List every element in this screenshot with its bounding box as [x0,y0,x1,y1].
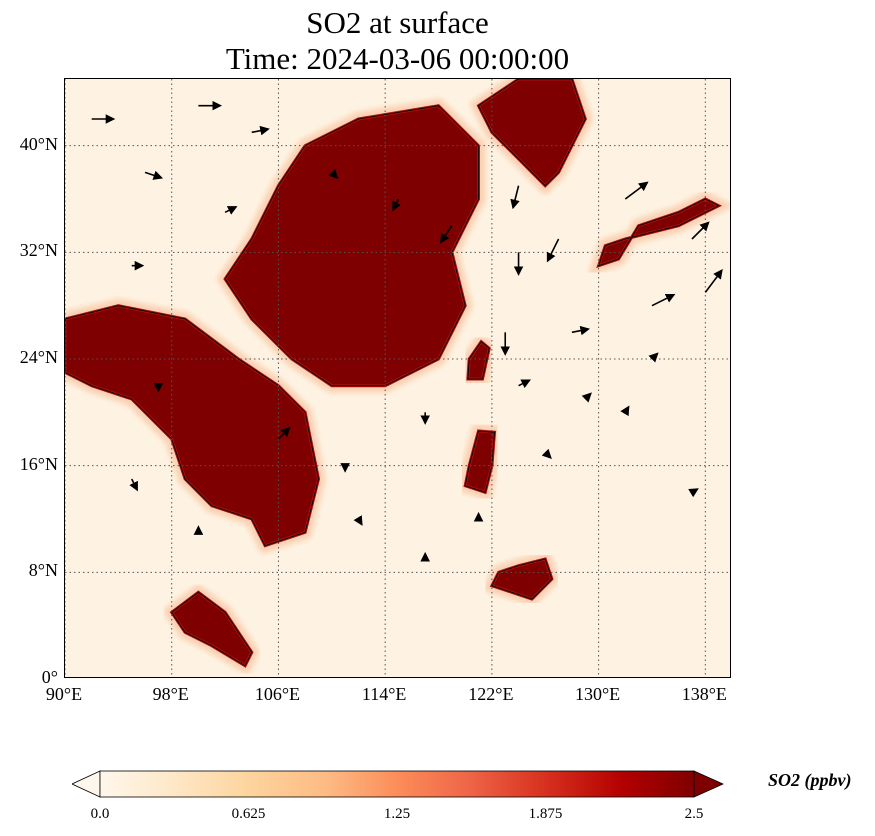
colorbar-tick-label: 2.5 [684,806,704,822]
coastline-luzon [464,430,495,493]
map-title: SO2 at surface [306,5,489,40]
wind-vector [648,352,659,363]
coastline-indochina [65,305,319,547]
lon-tick-label: 130°E [574,684,621,704]
map-panel [64,78,731,678]
wind-vector [144,170,164,180]
wind-vector [439,225,453,244]
wind-vector [704,269,723,293]
colorbar-tick-label: 1.25 [383,806,411,822]
lon-tick-label: 106°E [254,684,301,704]
wind-vector [392,198,401,212]
wind-vector [251,125,270,136]
wind-vector [328,168,339,179]
colorbar-tick-label: 1.875 [528,806,563,822]
lon-tick-label: 114°E [361,684,407,704]
wind-vector [624,181,649,200]
colorbar-min-extend [72,770,101,798]
wind-vector [581,392,592,403]
wind-vector [510,185,520,210]
wind-vector [224,206,238,215]
colorbar-max-extend [693,770,724,798]
so2-map-canvas [65,79,730,677]
lat-tick-label: 40°N [19,133,58,154]
lat-tick-label: 16°N [19,453,58,474]
wind-vector [277,426,291,440]
lon-tick-label: 122°E [468,684,514,704]
wind-vector [546,238,560,263]
coastline-japan-south [597,198,720,267]
coastline-northeast-china-korea [477,79,586,187]
coastline-taiwan [467,341,490,380]
wind-vector [353,515,363,526]
coastline-north-china [224,105,479,387]
wind-vector [129,478,138,492]
colorbar-tick-label: 0.0 [90,806,110,822]
colorbar-label: SO2 (ppbv) [768,770,852,790]
map-timestamp: Time: 2024-03-06 00:00:00 [225,41,570,76]
colorbar-gradient [99,770,695,798]
coastline-malaysia-sumatra [171,591,253,667]
wind-vector [651,293,676,307]
lon-tick-label: 90°E [45,684,83,704]
lon-tick-label: 98°E [152,684,189,704]
lat-tick-label: 0° [41,667,58,687]
colorbar-tick-label: 0.625 [231,806,266,822]
wind-vector [688,488,699,498]
colorbar [72,770,724,798]
wind-vector [571,325,590,336]
wind-vector [541,448,552,459]
lat-tick-label: 32°N [19,240,58,261]
lat-tick-label: 8°N [28,560,58,581]
wind-vector [691,221,710,240]
wind-vector [620,405,630,417]
wind-vector [518,379,531,389]
coastline-mindanao [491,558,553,600]
lon-tick-label: 138°E [681,684,727,704]
lat-tick-label: 24°N [19,347,58,367]
